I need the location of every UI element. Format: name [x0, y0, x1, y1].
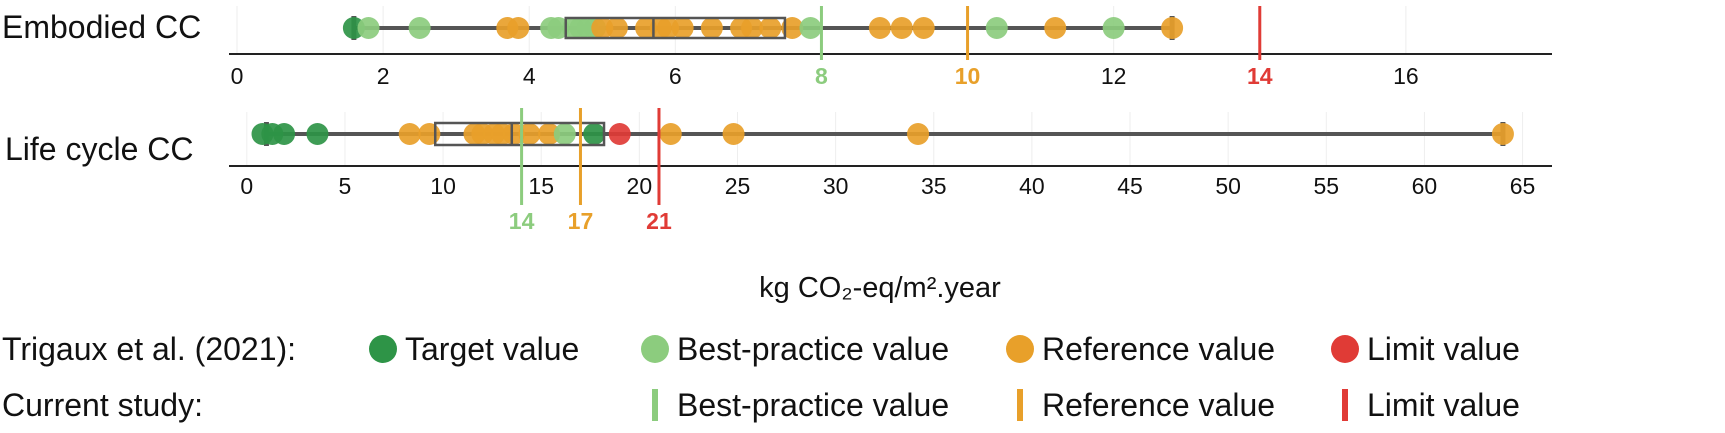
threshold-label-best-practice: 8	[815, 63, 828, 89]
tick-label: 15	[528, 173, 554, 199]
tick-label: 4	[523, 63, 536, 89]
data-point-reference	[398, 123, 421, 145]
data-point-best-practice	[408, 17, 431, 39]
legend-dot-target	[369, 335, 397, 363]
tick-label: 50	[1215, 173, 1241, 199]
data-point-reference	[722, 123, 745, 145]
data-point-reference	[538, 123, 561, 145]
data-point-reference	[868, 17, 891, 39]
tick-label: 45	[1117, 173, 1143, 199]
tick-label: 20	[627, 173, 653, 199]
data-point-best-practice	[799, 17, 822, 39]
data-point-reference	[759, 17, 782, 39]
data-point-reference	[659, 123, 682, 145]
data-point-reference	[518, 123, 541, 145]
data-point-reference	[741, 17, 764, 39]
data-point-reference	[671, 17, 694, 39]
legend-items: Target value Best-practice value Reference…	[369, 331, 1520, 423]
legend-line-reference	[1017, 389, 1023, 421]
legend-label: Best-practice value	[677, 387, 949, 423]
threshold-label-limit: 14	[1247, 63, 1273, 89]
threshold-label-limit: 21	[646, 208, 672, 234]
panel-0: 0 2 4 6 12 16 8 10 14	[229, 6, 1552, 89]
tick-label: 12	[1101, 63, 1127, 89]
data-point-reference	[700, 17, 723, 39]
legend-line-best-practice	[652, 389, 658, 421]
data-point-target	[273, 123, 296, 145]
tick-label: 10	[430, 173, 456, 199]
iqr-box	[433, 121, 606, 147]
threshold-label-reference: 17	[568, 208, 594, 234]
tick-label: 35	[921, 173, 947, 199]
legend-label: Best-practice value	[677, 331, 949, 367]
row-label-embodied: Embodied CC	[2, 9, 201, 45]
legend-label: Target value	[405, 331, 579, 367]
row-label-life-cycle: Life cycle CC	[5, 131, 194, 167]
data-point-best-practice	[985, 17, 1008, 39]
tick-label: 60	[1412, 173, 1438, 199]
tick-label: 55	[1313, 173, 1339, 199]
legend-label: Reference value	[1042, 331, 1275, 367]
x-axis-title: kg CO₂-eq/m².year	[759, 272, 1001, 304]
tick-label: 65	[1510, 173, 1536, 199]
legend-line-limit	[1342, 389, 1348, 421]
chart-panels: 0 2 4 6 12 16 8 10 14 0 5 10 15 20 25 30 35 40 45 50 55 60 65 1…	[229, 6, 1552, 234]
legend-row1-label: Trigaux et al. (2021):	[2, 331, 296, 367]
data-point-target	[583, 123, 606, 145]
data-point-reference	[605, 17, 628, 39]
data-point-reference	[907, 123, 930, 145]
legend-dot-reference	[1006, 335, 1034, 363]
data-point-reference	[1491, 123, 1514, 145]
data-point-limit	[608, 123, 631, 145]
tick-label: 0	[231, 63, 244, 89]
panel-1: 0 5 10 15 20 25 30 35 40 45 50 55 60 65 14 17 21	[229, 108, 1552, 234]
data-point-reference	[1044, 17, 1067, 39]
data-point-reference	[507, 17, 530, 39]
tick-label: 40	[1019, 173, 1045, 199]
legend-label: Reference value	[1042, 387, 1275, 423]
data-point-reference	[502, 123, 525, 145]
data-point-reference	[781, 17, 804, 39]
legend: Trigaux et al. (2021): Current study: Ta…	[2, 331, 1520, 423]
data-point-best-practice	[553, 123, 576, 145]
data-point-best-practice	[1102, 17, 1125, 39]
legend-row2-label: Current study:	[2, 387, 203, 423]
tick-label: 0	[240, 173, 253, 199]
legend-dot-limit	[1331, 335, 1359, 363]
iqr-box	[564, 16, 787, 40]
legend-dot-best-practice	[641, 335, 669, 363]
data-point-reference	[890, 17, 913, 39]
tick-label: 30	[823, 173, 849, 199]
tick-label: 16	[1393, 63, 1419, 89]
data-point-target	[306, 123, 329, 145]
tick-label: 5	[339, 173, 352, 199]
data-point-reference	[912, 17, 935, 39]
data-point-best-practice	[357, 17, 380, 39]
tick-label: 25	[725, 173, 751, 199]
data-point-reference	[418, 123, 441, 145]
data-point-reference	[1161, 17, 1184, 39]
threshold-label-reference: 10	[955, 63, 981, 89]
tick-label: 6	[669, 63, 682, 89]
threshold-label-best-practice: 14	[509, 208, 535, 234]
legend-label: Limit value	[1367, 331, 1520, 367]
legend-label: Limit value	[1367, 387, 1520, 423]
tick-label: 2	[377, 63, 390, 89]
